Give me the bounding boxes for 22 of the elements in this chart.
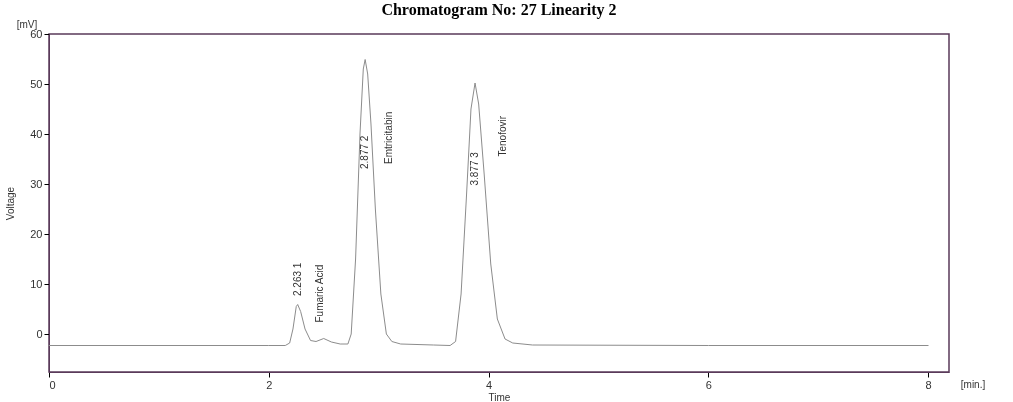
- line-series: [48, 59, 929, 346]
- text: [min.]: [960, 379, 986, 390]
- x-tick-label: 2: [266, 378, 273, 391]
- y-axis-title: Voltage: [5, 186, 17, 221]
- annotation: 2.877 2: [359, 135, 371, 169]
- x-tick-label: 0: [49, 378, 56, 391]
- chart-title: Chromatogram No: 27 Linearity 2: [381, 1, 617, 19]
- y-tick-label: 20: [30, 227, 43, 240]
- y-tick-label: 0: [36, 327, 43, 340]
- annotation: 3.877 3: [469, 151, 481, 186]
- annotation: Emtricitabin: [382, 111, 394, 164]
- y-tick-label: 40: [30, 127, 43, 140]
- annotation: Tenofovir: [496, 115, 508, 157]
- x-tick-label: 4: [486, 378, 493, 391]
- annotation: Fumaric Acid: [314, 264, 326, 323]
- y-tick-label: 10: [30, 277, 43, 290]
- annotation: 2.263 1: [291, 262, 303, 296]
- x-tick-label: 8: [925, 378, 932, 391]
- x-axis-title: Time: [488, 391, 511, 402]
- y-tick-label: 30: [30, 177, 43, 190]
- x-tick-label: 6: [705, 378, 712, 391]
- y-tick-label: 50: [30, 77, 43, 90]
